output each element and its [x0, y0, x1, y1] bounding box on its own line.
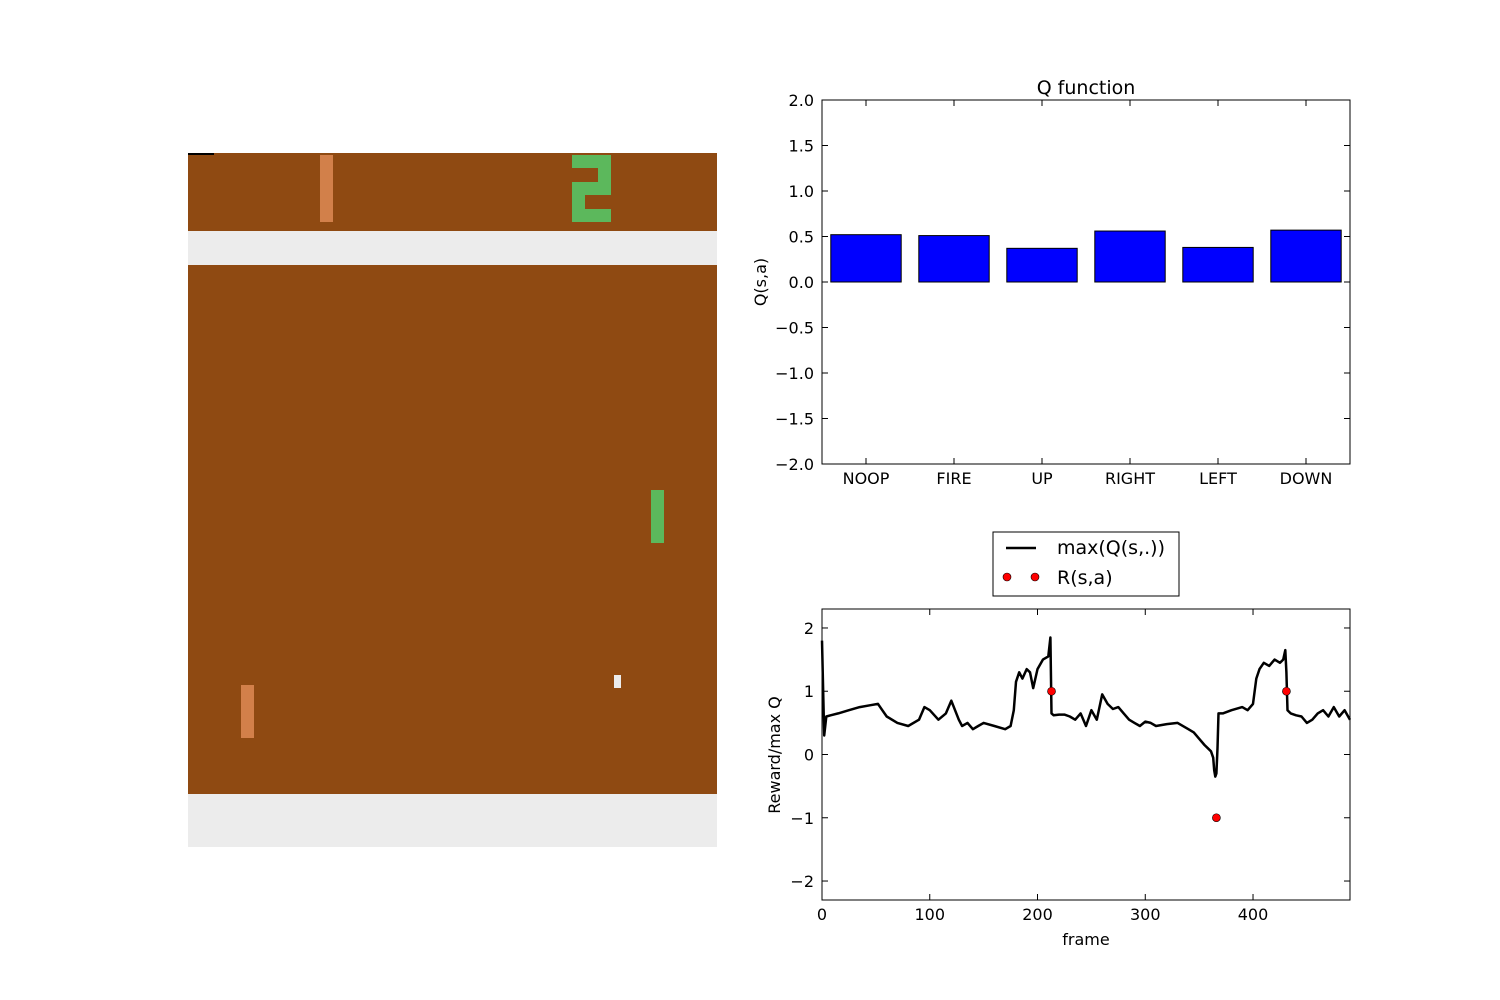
y-tick-label: 0 [804, 746, 814, 765]
x-tick-label: UP [1031, 469, 1053, 488]
reward-maxq-chart: max(Q(s,.)) R(s,a) Reward/max Q frame 0 1… [765, 531, 1352, 949]
y-tick-label: −0.5 [775, 319, 814, 338]
y-tick-label: −2.0 [775, 455, 814, 474]
x-tick-label: 200 [1022, 905, 1053, 924]
q-function-chart: Q function Q(s,a) 2.0 1.5 1.0 0.5 0.0 −0.5 −1.… [751, 77, 1351, 488]
bar [830, 234, 902, 283]
legend: max(Q(s,.)) R(s,a) [992, 531, 1180, 597]
legend-label-maxq: max(Q(s,.)) [1057, 537, 1165, 559]
bar [1182, 246, 1254, 283]
bar [1094, 230, 1166, 283]
playfield [188, 153, 717, 847]
plot-frame [821, 608, 1351, 901]
y-axis-label: Q(s,a) [751, 258, 770, 306]
y-tick-label: −2 [790, 872, 814, 891]
y-tick-label: −1 [790, 809, 814, 828]
y-tick-label: 1 [804, 682, 814, 701]
reward-point [1282, 686, 1291, 696]
x-tick-label: 300 [1130, 905, 1161, 924]
bottom-wall [188, 794, 717, 847]
score-right [572, 155, 611, 222]
top-wall [188, 231, 717, 265]
x-tick-label: 400 [1238, 905, 1269, 924]
legend-marker-swatch [1002, 572, 1012, 582]
bar [918, 235, 990, 283]
legend-box [992, 531, 1180, 597]
x-tick-label: 0 [817, 905, 827, 924]
y-tick-label: −1.5 [775, 410, 814, 429]
x-tick-label: LEFT [1199, 469, 1237, 488]
score-bar-divider [188, 153, 214, 155]
y-tick-label: 1.5 [789, 137, 814, 156]
chart-title: Q function [1037, 77, 1136, 99]
x-tick-label: FIRE [936, 469, 971, 488]
bar [1270, 229, 1342, 283]
y-axis-label: Reward/max Q [765, 696, 784, 814]
reward-point [1047, 686, 1056, 696]
x-tick-label: RIGHT [1105, 469, 1155, 488]
game-screen: 2 [188, 153, 717, 847]
y-tick-label: 0.5 [789, 228, 814, 247]
max-q-line [820, 636, 1352, 778]
x-tick-label: DOWN [1280, 469, 1333, 488]
x-tick-label: NOOP [843, 469, 890, 488]
legend-label-reward: R(s,a) [1057, 567, 1113, 589]
y-tick-label: 2 [804, 619, 814, 638]
y-tick-label: 2.0 [789, 91, 814, 110]
reward-point [1212, 813, 1221, 823]
x-axis-label: frame [1062, 930, 1109, 949]
plot-frame [821, 99, 1351, 465]
y-tick-label: −1.0 [775, 364, 814, 383]
x-tick-label: 100 [914, 905, 945, 924]
opponent-paddle [241, 685, 254, 738]
bar [1006, 247, 1078, 283]
legend-marker-swatch [1030, 572, 1040, 582]
ball [614, 675, 621, 688]
agent-paddle [651, 490, 664, 543]
score-left-marker [320, 155, 333, 222]
y-tick-label: 1.0 [789, 182, 814, 201]
y-tick-label: 0.0 [789, 273, 814, 292]
